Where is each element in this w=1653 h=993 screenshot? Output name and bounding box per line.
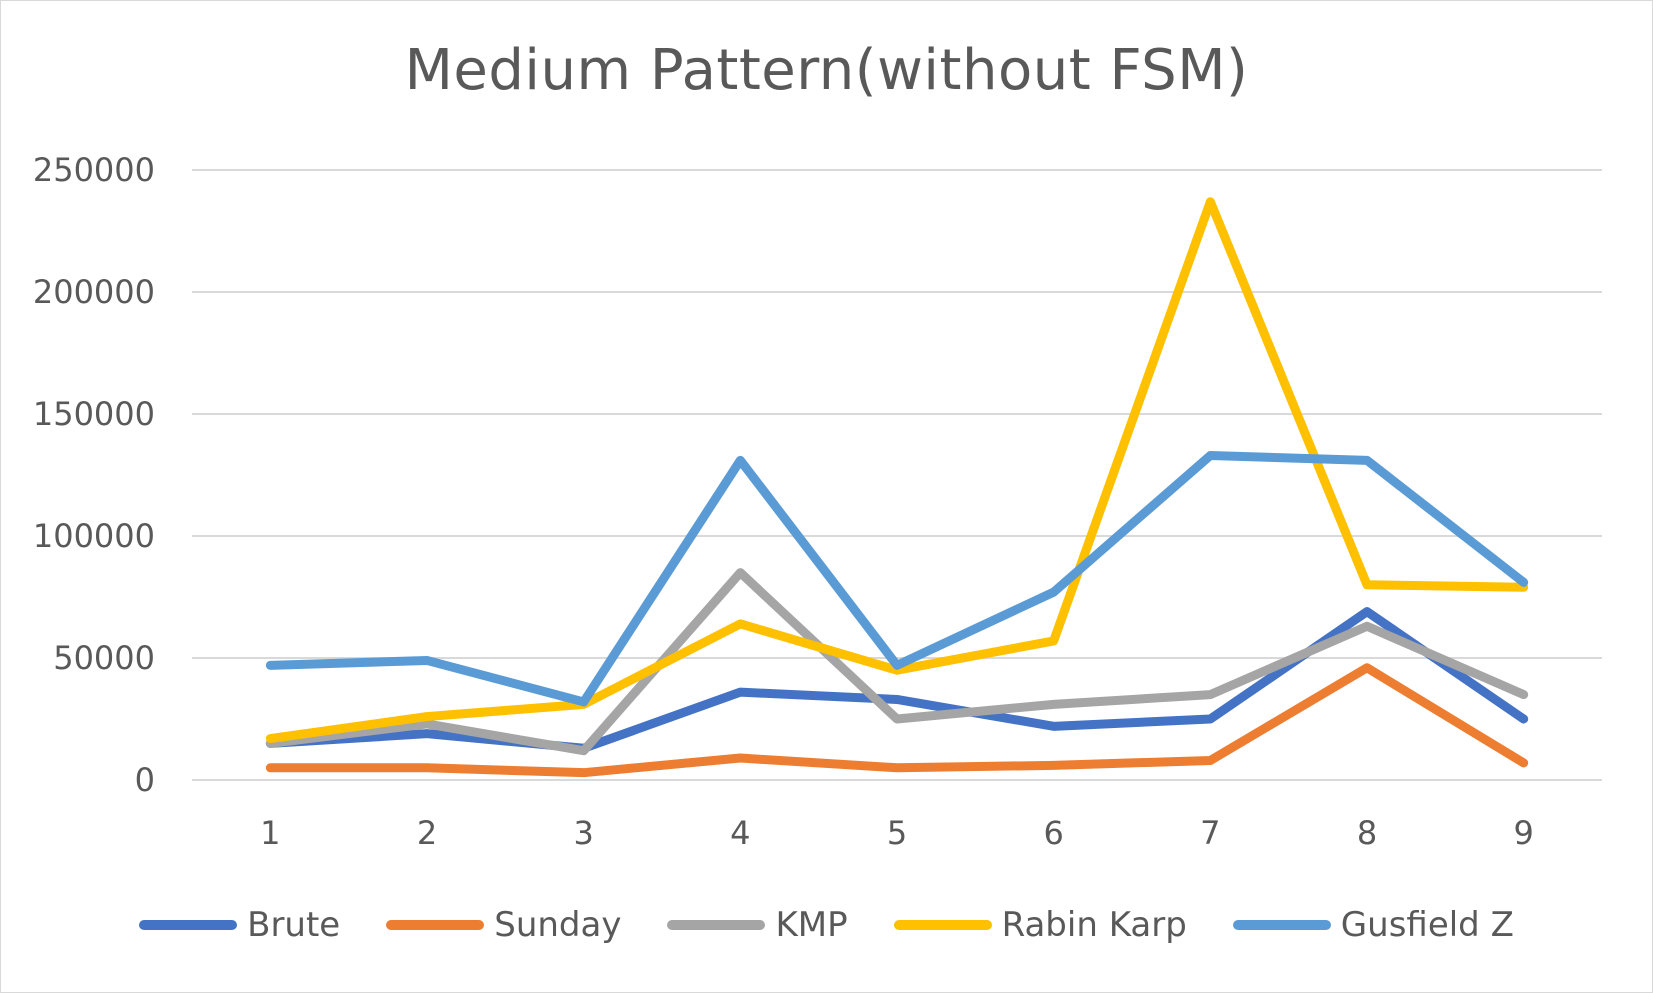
x-tick-label: 4: [730, 814, 750, 852]
x-tick-label: 9: [1513, 814, 1533, 852]
y-tick-label: 250000: [33, 151, 155, 189]
x-tick-label: 6: [1043, 814, 1063, 852]
legend-swatch: [386, 920, 485, 930]
x-tick-label: 8: [1357, 814, 1377, 852]
legend-swatch: [893, 920, 992, 930]
y-axis-ticks: 0 50000 100000 150000 200000 250000: [33, 151, 155, 799]
x-tick-label: 5: [887, 814, 907, 852]
chart-title: Medium Pattern(without FSM): [404, 38, 1249, 103]
legend: Brute Sunday KMP Rabin Karp Gusfield Z: [0, 895, 1653, 955]
legend-label: Gusfield Z: [1340, 905, 1514, 945]
legend-swatch: [1232, 920, 1331, 930]
x-tick-label: 1: [260, 814, 280, 852]
y-tick-label: 0: [135, 761, 155, 799]
x-tick-label: 3: [573, 814, 593, 852]
legend-item-sunday: Sunday: [386, 905, 621, 945]
y-tick-label: 150000: [33, 395, 155, 433]
series-lines: [265, 197, 1529, 778]
x-tick-label: 2: [417, 814, 437, 852]
legend-item-kmp: KMP: [667, 905, 848, 945]
legend-item-rabin-karp: Rabin Karp: [893, 905, 1187, 945]
x-tick-label: 7: [1200, 814, 1220, 852]
series-line-gusfield-z: [265, 450, 1529, 707]
legend-label: Sunday: [494, 905, 622, 945]
legend-item-gusfield-z: Gusfield Z: [1232, 905, 1514, 945]
legend-label: KMP: [775, 905, 848, 945]
legend-label: Rabin Karp: [1001, 905, 1187, 945]
series-line-kmp: [265, 568, 1529, 756]
legend-item-brute: Brute: [139, 905, 340, 945]
legend-label: Brute: [247, 905, 341, 945]
y-tick-label: 50000: [53, 639, 155, 677]
x-axis-ticks: 1 2 3 4 5 6 7 8 9: [260, 814, 1534, 852]
series-line-sunday: [265, 663, 1529, 778]
y-tick-label: 100000: [33, 517, 155, 555]
legend-swatch: [667, 920, 766, 930]
y-tick-label: 200000: [33, 273, 155, 311]
legend-swatch: [139, 920, 238, 930]
